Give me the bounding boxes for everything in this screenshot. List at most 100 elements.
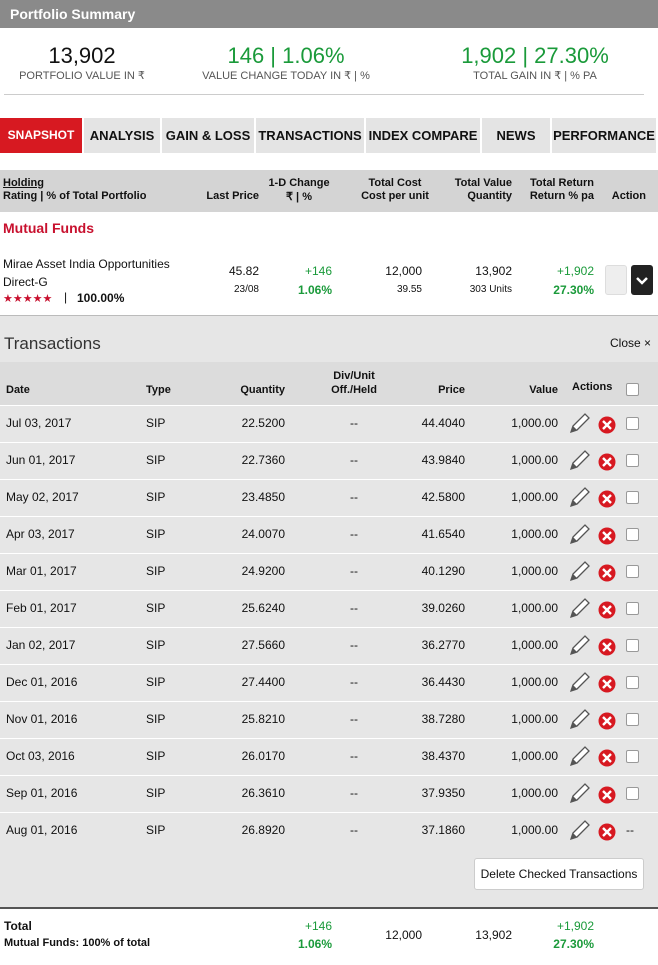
edit-icon[interactable] [569,450,590,471]
tab[interactable]: PERFORMANCE [552,118,658,153]
close-link[interactable]: Close × [610,336,652,350]
summary-value: 13,902 [48,43,116,68]
row-checkbox[interactable] [626,713,639,726]
value: 13,902 [475,264,512,278]
delete-icon[interactable] [598,749,616,767]
row-checkbox[interactable] [626,639,639,652]
title: Portfolio Summary [10,6,136,22]
row-checkbox[interactable] [626,676,639,689]
quantity: 22.7360 [241,453,285,467]
value: 1,000.00 [511,786,558,800]
row-checkbox[interactable] [626,491,639,504]
edit-icon[interactable] [569,783,590,804]
delete-icon[interactable] [598,416,616,434]
row [0,775,658,813]
total-cost: 12,000 [385,928,422,942]
row-checkbox[interactable] [626,454,639,467]
row-actions [566,670,626,696]
delete-icon[interactable] [598,638,616,656]
quantity: 26.0170 [241,749,285,763]
value: 1,000.00 [511,749,558,763]
row [0,627,658,665]
edit-icon[interactable] [569,598,590,619]
div: -- [350,564,358,578]
delete-icon[interactable] [598,823,616,841]
col-header: Action [611,190,646,202]
return: +1,902 [556,264,594,278]
divider [4,94,644,95]
row-actions [566,448,626,474]
row-checkbox[interactable] [626,565,639,578]
row-actions [566,596,626,622]
edit-icon[interactable] [569,820,590,841]
row-checkbox[interactable] [626,750,639,763]
up-button[interactable] [605,265,627,295]
edit-icon[interactable] [569,487,590,508]
transactions-panel [0,315,658,908]
row [0,479,658,517]
edit-icon[interactable] [569,561,590,582]
row [0,516,658,554]
price: 42.5800 [421,490,465,504]
delete-icon[interactable] [598,490,616,508]
row-checkbox[interactable] [626,787,639,800]
tab[interactable]: NEWS [482,118,552,153]
row-actions [566,559,626,585]
type: SIP [146,527,166,541]
div: -- [350,527,358,541]
edit-icon[interactable] [569,672,590,693]
edit-icon[interactable] [569,635,590,656]
tab[interactable]: TRANSACTIONS [256,118,366,153]
delete-icon[interactable] [598,527,616,545]
tab[interactable]: ANALYSIS [84,118,162,153]
date: Apr 03, 2017 [6,527,75,541]
value: 1,000.00 [511,712,558,726]
delete-icon[interactable] [598,786,616,804]
row [0,553,658,591]
row-checkbox[interactable] [626,417,639,430]
col-header: Div/Unit Off./Held [331,370,377,396]
tab[interactable]: GAIN & LOSS [162,118,256,153]
total-value: 13,902 [475,928,512,942]
tab[interactable]: INDEX COMPARE [366,118,482,153]
price: 37.1860 [421,823,465,837]
date: May 02, 2017 [6,490,79,504]
type: SIP [146,675,166,689]
date: Jun 01, 2017 [6,453,76,467]
delete-button[interactable]: Delete Checked Transactions [474,858,644,890]
tab[interactable]: SNAPSHOT [0,118,84,153]
fund-name[interactable]: Mirae Asset India Opportunities Direct-G [3,257,170,289]
edit-icon[interactable] [569,413,590,434]
row-actions [566,818,626,844]
value: 1,000.00 [511,490,558,504]
type: SIP [146,712,166,726]
col-header: Date [6,384,30,396]
expand-button[interactable] [631,265,653,295]
col-header: Rating | % of Total Portfolio [3,190,147,202]
fund-rating: ★★★★★ [3,293,53,305]
total-return: +1,902 [556,919,594,933]
value: 1,000.00 [511,416,558,430]
col-header: Actions [572,381,613,393]
delete-icon[interactable] [598,712,616,730]
delete-icon[interactable] [598,564,616,582]
select-all[interactable] [626,383,639,396]
delete-icon[interactable] [598,453,616,471]
edit-icon[interactable] [569,524,590,545]
row-checkbox[interactable] [626,602,639,615]
div: -- [350,638,358,652]
quantity: 22.5200 [241,416,285,430]
delete-icon[interactable] [598,601,616,619]
price: 44.4040 [421,416,465,430]
date: Nov 01, 2016 [6,712,78,726]
edit-icon[interactable] [569,746,590,767]
div: -- [350,416,358,430]
delete-icon[interactable] [598,675,616,693]
div: -- [350,601,358,615]
price: 41.6540 [421,527,465,541]
row-checkbox[interactable] [626,528,639,541]
edit-icon[interactable] [569,709,590,730]
cost: 12,000 [385,264,422,278]
col-header: Cost per unit [361,190,429,202]
quantity: 27.5660 [241,638,285,652]
